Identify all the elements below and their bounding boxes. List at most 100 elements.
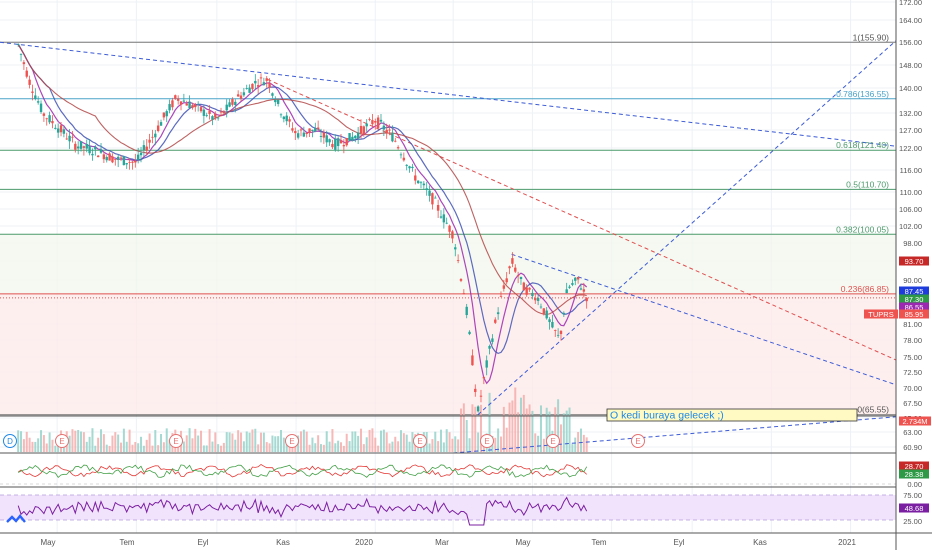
volume-bar [280, 429, 283, 452]
candle-body [102, 154, 106, 160]
volume-bar [357, 435, 360, 452]
price-tag [899, 416, 931, 426]
fib-label: 0.382(100.05) [836, 224, 889, 234]
candle-body [176, 98, 180, 101]
volume-bar [302, 429, 305, 452]
candle-body [465, 306, 468, 316]
volume-bar [354, 431, 357, 452]
candle-body [216, 117, 220, 119]
indicator-tag [899, 461, 929, 471]
volume-bar [274, 436, 277, 452]
volume-bar [528, 404, 531, 452]
volume-bar [54, 445, 57, 452]
volume-bar [105, 444, 108, 452]
candle-body [519, 276, 523, 280]
volume-bar [531, 410, 534, 452]
volume-bar [237, 430, 240, 452]
volume-bars [0, 387, 896, 452]
y-tick-label: 164.00 [899, 16, 922, 25]
fib-label: 0.236(86.85) [841, 284, 889, 294]
volume-bar [388, 443, 391, 452]
candle-body [396, 147, 400, 149]
candle-body [482, 377, 486, 379]
candle-body [459, 279, 463, 281]
candle-body [59, 125, 63, 133]
candle-body [279, 114, 283, 116]
volume-bar [359, 428, 362, 452]
volume-bar [322, 444, 325, 452]
candle-body [242, 92, 246, 96]
volume-bar [391, 441, 394, 452]
event-marker [55, 434, 69, 448]
candle-body [136, 154, 140, 161]
fib-label: 0.5(110.70) [846, 179, 889, 189]
y-tick-label: 63.00 [903, 428, 922, 437]
candle-body [419, 182, 423, 184]
candle-body [442, 214, 446, 223]
volume-bar [222, 442, 225, 452]
candle-body [302, 132, 306, 137]
candle-body [208, 110, 211, 114]
oscillator-line-neg [17, 464, 587, 478]
price-tag-label: 87.30 [905, 295, 924, 304]
candle-body [139, 152, 143, 156]
candle-body [545, 310, 548, 319]
volume-bar [42, 435, 45, 452]
price-tag-label: 85.95 [905, 310, 924, 319]
volume-bar [545, 407, 548, 452]
volume-bar [194, 428, 197, 452]
volume-bar [108, 445, 111, 452]
event-marker-label: E [173, 437, 178, 446]
y-tick-label: 70.00 [903, 384, 922, 393]
volume-bar [345, 433, 348, 452]
trend-line [0, 41, 897, 147]
volume-bar [202, 445, 205, 452]
x-tick-label: Mar [435, 538, 449, 547]
y-axis-bg [896, 0, 932, 550]
candle-body [505, 278, 508, 283]
candle-body [525, 287, 528, 295]
volume-bar [502, 406, 505, 452]
candle-body [79, 141, 83, 149]
candle-body [71, 136, 74, 138]
candle-body [148, 139, 151, 143]
candle-body [299, 129, 303, 131]
volume-bar [68, 435, 71, 452]
volume-bar [517, 412, 520, 452]
candle-body [399, 154, 403, 156]
y-tick-label: 81.00 [903, 320, 922, 329]
candle-body [271, 93, 274, 96]
volume-bar [200, 430, 203, 452]
annotation-box[interactable] [606, 408, 858, 422]
x-axis: May Tem Eyl Kas 2020 Mar May Tem Eyl Kas 2021 [0, 532, 932, 547]
candle-body [394, 140, 397, 142]
candle-body [156, 125, 160, 132]
volume-bar [325, 431, 328, 452]
candle-body [56, 128, 60, 133]
candle-body [351, 136, 354, 141]
event-marker-label: E [635, 437, 640, 446]
candle-body [128, 162, 131, 163]
volume-bar [85, 441, 88, 452]
volume-bar [305, 431, 308, 452]
volume-bar [494, 437, 497, 452]
candle-body [542, 308, 546, 314]
volume-bar [40, 430, 43, 452]
fib-label: 0.786(136.55) [836, 89, 889, 99]
candle-body [248, 87, 251, 93]
candle-body [331, 143, 334, 148]
volume-bar [428, 443, 431, 452]
volume-bar [100, 429, 103, 452]
volume-bar [260, 432, 263, 452]
volume-bar [385, 432, 388, 452]
candles [16, 43, 588, 413]
candle-body [571, 283, 574, 285]
y-tick-label: 75.00 [903, 353, 922, 362]
volume-bar [562, 413, 565, 452]
candle-body [548, 319, 551, 323]
candle-body [336, 138, 340, 147]
candle-body [28, 79, 31, 85]
candle-body [568, 286, 571, 288]
candle-body [499, 295, 503, 297]
